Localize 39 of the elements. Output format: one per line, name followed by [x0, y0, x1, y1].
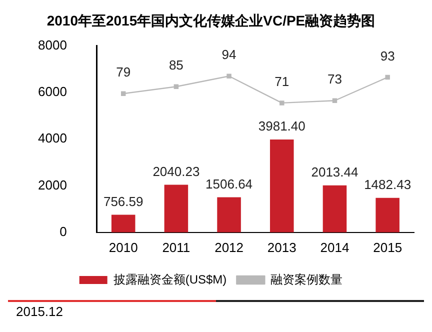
data-label: 85 [168, 58, 184, 73]
point [120, 91, 126, 96]
data-label: 71 [274, 74, 290, 90]
y-tick-label: 0 [60, 224, 67, 239]
x-tick-label: 2015 [373, 240, 402, 255]
data-label: 1506.64 [206, 176, 253, 192]
bar [217, 197, 241, 232]
x-tick-label: 2010 [108, 240, 138, 255]
point [280, 100, 284, 106]
point [226, 74, 232, 78]
data-label: 2040.23 [152, 164, 200, 179]
point [174, 84, 179, 89]
data-label: 3981.40 [258, 118, 306, 134]
y-tick-label: 6000 [38, 84, 67, 100]
data-label: 1482.43 [364, 176, 412, 192]
y-tick-label: 8000 [38, 37, 67, 52]
x-tick-label: 2013 [267, 240, 296, 255]
legend-label: 融资案例数量 [270, 272, 343, 286]
y-tick-label: 2000 [38, 177, 67, 192]
bar [376, 198, 400, 232]
text: 2015.12 [15, 304, 64, 319]
chart-title: 2010年至2015年国内文化传媒企业VC/PE融资趋势图 [46, 12, 376, 28]
bar [270, 140, 294, 232]
point [332, 98, 338, 103]
data-label: 73 [327, 72, 342, 87]
data-label: 93 [380, 48, 395, 64]
data-label: 2013.44 [311, 164, 358, 180]
x-tick-label: 2012 [214, 240, 244, 255]
data-label: 79 [116, 64, 131, 80]
x-tick-label: 2014 [320, 240, 350, 255]
legend-label: 披露融资金额(US$M) [113, 272, 227, 286]
y-tick-label: 4000 [38, 130, 67, 146]
x-tick-label: 2011 [162, 240, 190, 255]
bar [164, 184, 188, 232]
bar [111, 214, 136, 232]
data-label: 94 [222, 47, 236, 62]
data-label: 756.59 [103, 194, 144, 209]
point [385, 74, 390, 80]
bar [322, 185, 347, 232]
